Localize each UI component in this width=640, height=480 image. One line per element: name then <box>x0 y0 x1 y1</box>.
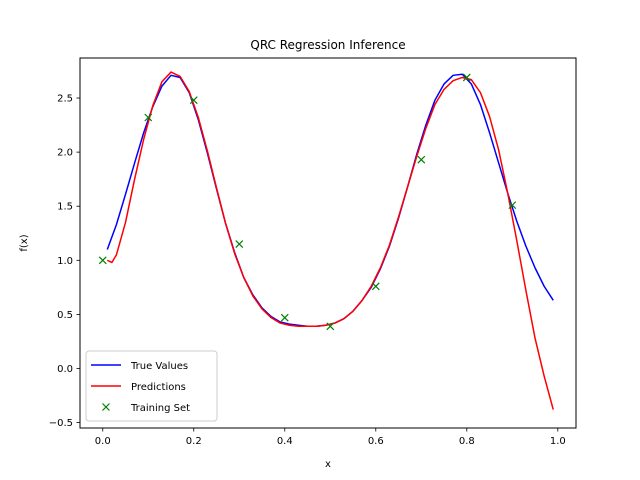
marker-stroke <box>98 256 107 265</box>
training-set-point <box>417 155 426 164</box>
y-tick-label: 1.5 <box>57 202 73 213</box>
marker-stroke <box>280 313 289 322</box>
y-tick-label: 1.0 <box>57 256 73 267</box>
y-axis-label: f(x) <box>19 234 30 251</box>
legend: True Values Predictions Training Set <box>85 350 218 422</box>
training-set-point <box>189 96 198 105</box>
legend-label-true-values: True Values <box>130 361 188 372</box>
legend-swatch-training-set <box>102 403 110 411</box>
training-set-point <box>462 73 471 82</box>
marker-stroke <box>235 240 244 249</box>
x-tick-label: 0.4 <box>277 436 293 447</box>
marker-stroke <box>417 155 426 164</box>
marker-stroke <box>508 201 517 210</box>
y-tick-label: 2.5 <box>57 94 73 105</box>
plot-frame <box>79 57 577 429</box>
training-set-point <box>371 282 380 291</box>
marker-stroke <box>462 73 471 82</box>
y-tick-label: 0.0 <box>57 364 73 375</box>
x-tick-label: 0.8 <box>459 436 475 447</box>
training-set-point <box>326 322 335 331</box>
y-tick-label: 0.5 <box>57 310 73 321</box>
chart-title: QRC Regression Inference <box>250 38 405 52</box>
training-set-point <box>280 313 289 322</box>
training-set-point <box>508 201 517 210</box>
marker-stroke <box>326 322 335 331</box>
y-tick-label: 2.0 <box>57 148 73 159</box>
marker-stroke <box>189 96 198 105</box>
legend-box <box>85 350 218 422</box>
y-axis-ticks: −0.5 0.0 0.5 1.0 1.5 2.0 2.5 <box>49 94 80 429</box>
marker-stroke <box>371 282 380 291</box>
x-tick-label: 1.0 <box>550 436 566 447</box>
x-axis-label: x <box>325 459 331 470</box>
training-set-point <box>235 240 244 249</box>
legend-label-training-set: Training Set <box>130 403 190 414</box>
x-tick-label: 0.6 <box>368 436 384 447</box>
training-set-point <box>98 256 107 265</box>
legend-label-predictions: Predictions <box>131 382 186 393</box>
predictions-line <box>106 71 554 410</box>
x-tick-label: 0.0 <box>95 436 111 447</box>
marker-stroke <box>102 403 110 411</box>
x-tick-label: 0.2 <box>186 436 202 447</box>
training-set-point <box>144 113 153 122</box>
x-axis-ticks: 0.0 0.2 0.4 0.6 0.8 1.0 <box>95 428 566 447</box>
series-layer <box>98 71 554 410</box>
y-tick-label: −0.5 <box>49 418 73 429</box>
marker-stroke <box>144 113 153 122</box>
